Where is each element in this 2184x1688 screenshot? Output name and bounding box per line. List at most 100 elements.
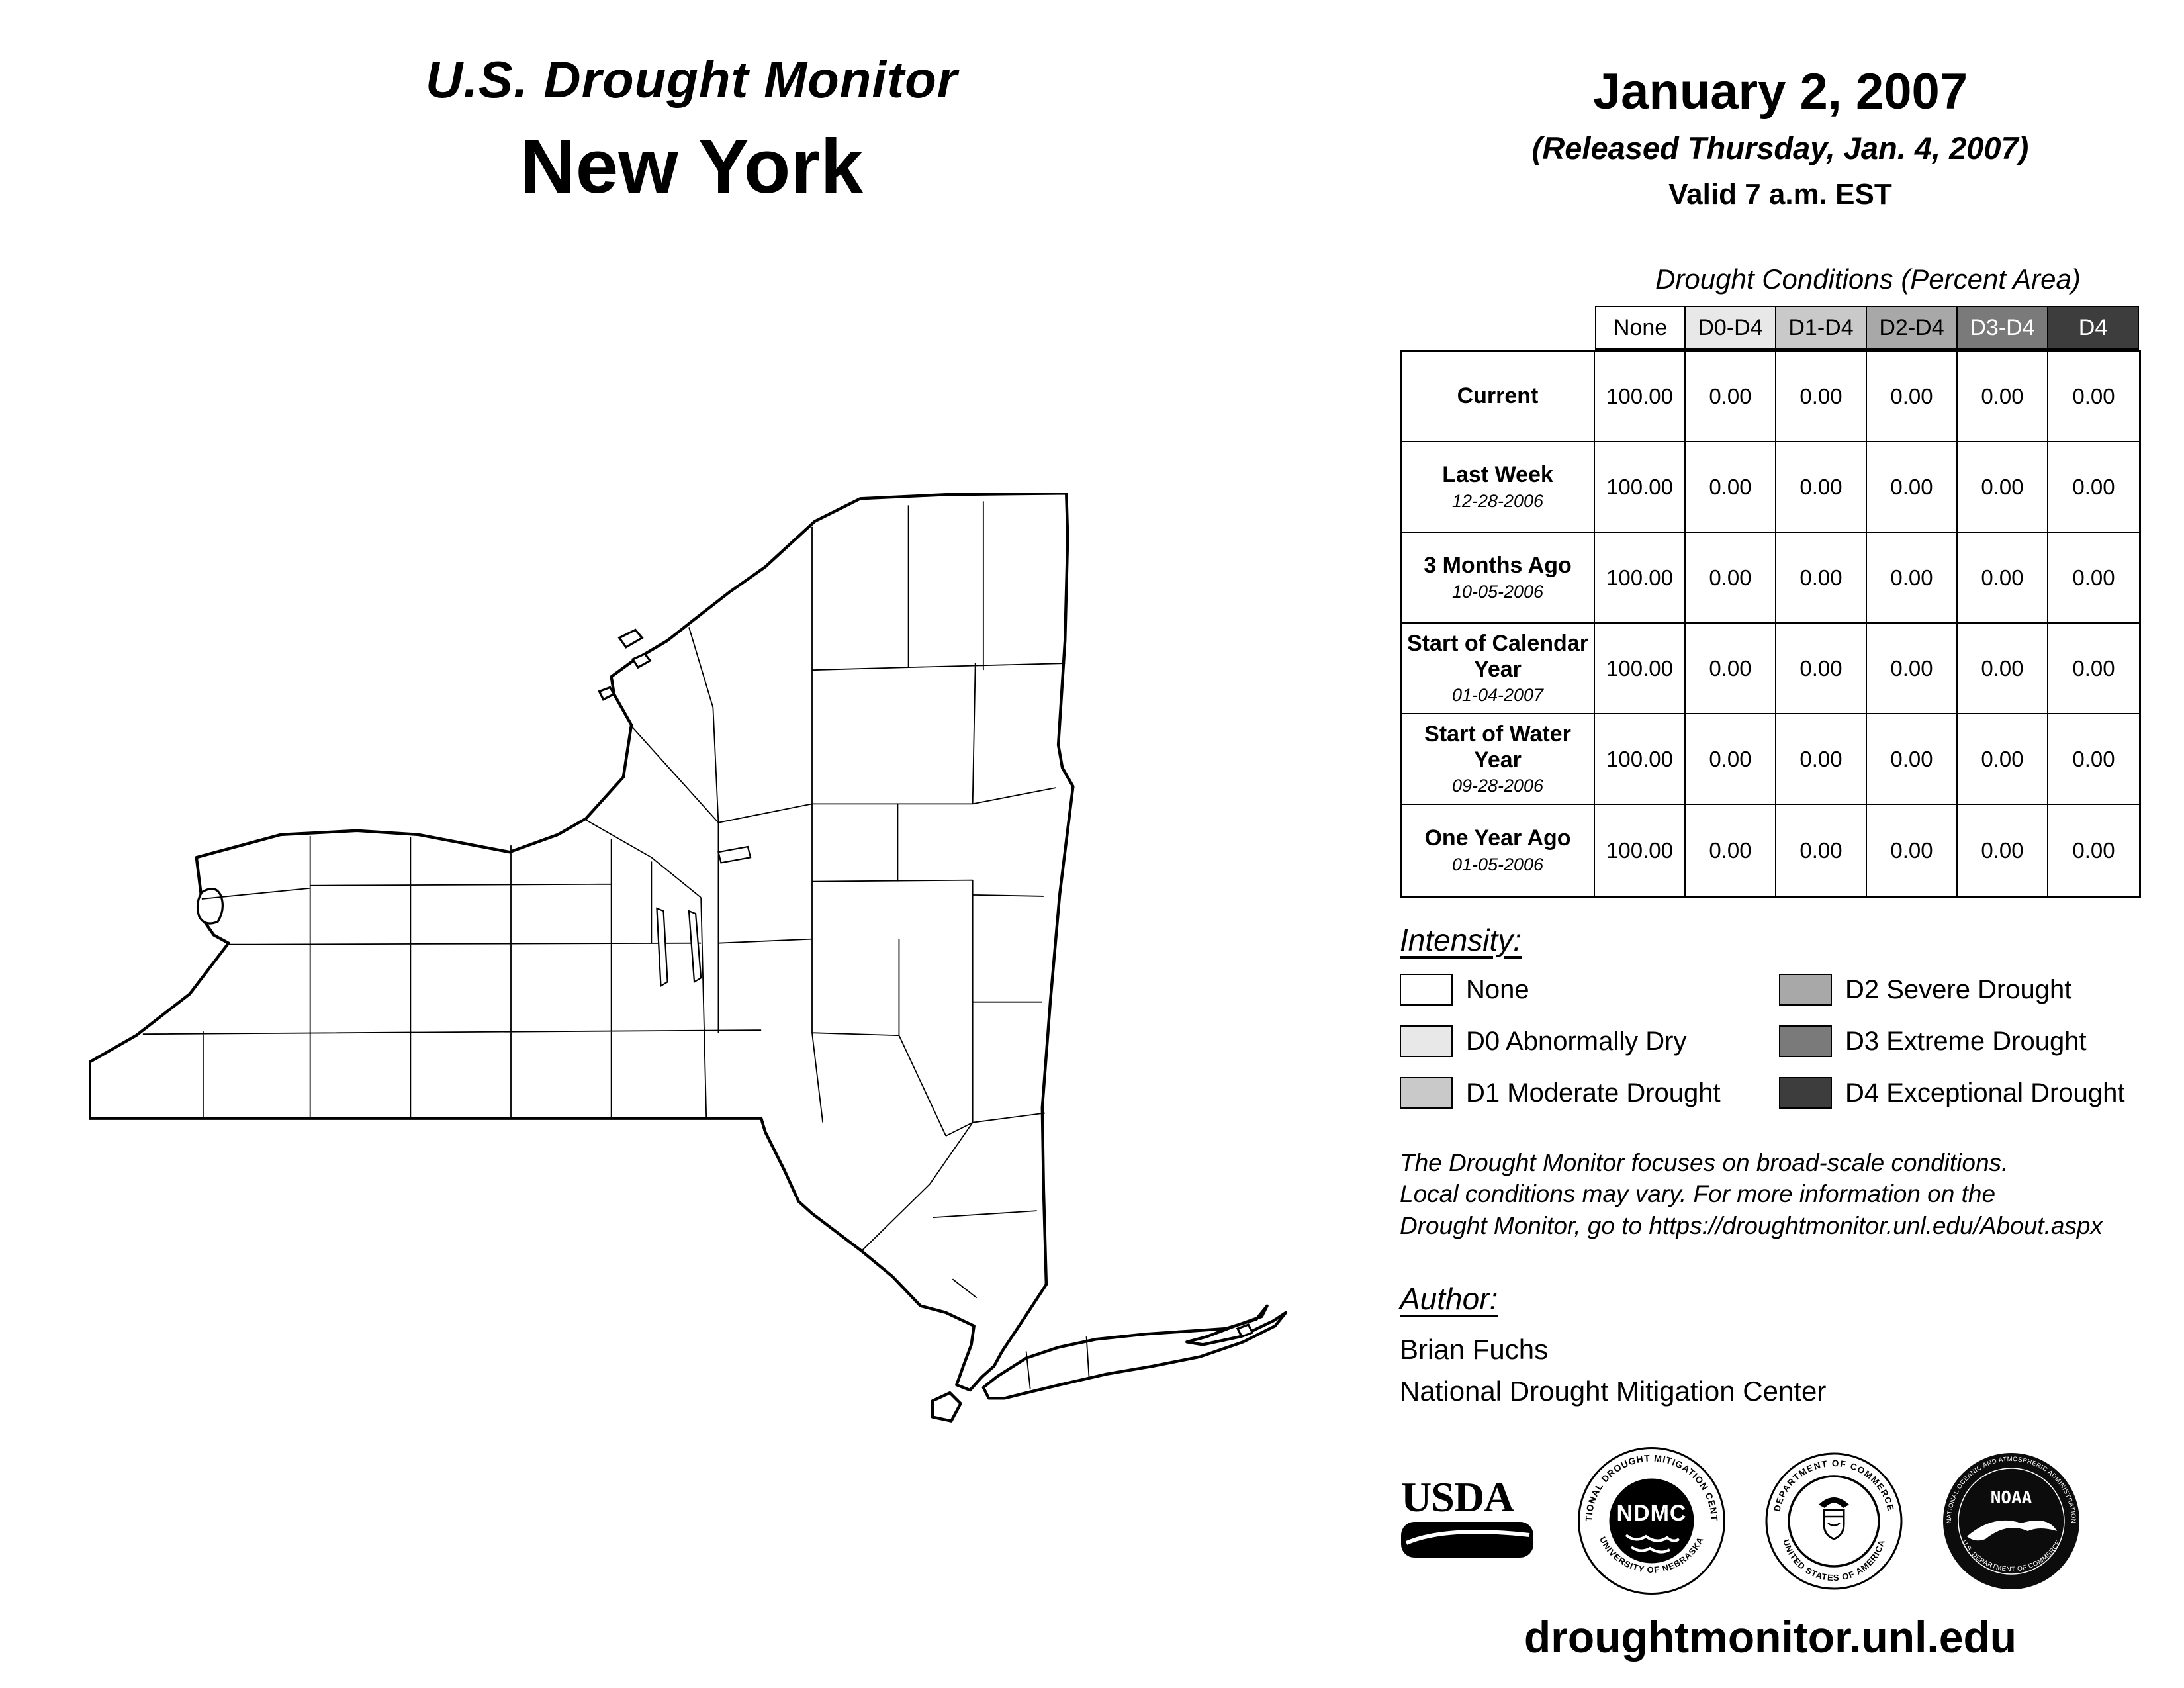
islands: [196, 628, 1254, 1338]
table-cell: 100.00: [1595, 442, 1686, 533]
row-label: Start of Water Year 09-28-2006: [1402, 714, 1595, 805]
legend-label: D2 Severe Drought: [1845, 974, 2072, 1004]
ndmc-waves: [1625, 1534, 1680, 1554]
column-header-d0-d4: D0-D4: [1686, 306, 1776, 350]
table-cell: 0.00: [2048, 714, 2139, 805]
table-cell: 0.00: [1867, 352, 1958, 442]
logo-row: USDA NATIONAL DROUGHT MITIGATION CENTER …: [1400, 1438, 2148, 1599]
row-date: 10-05-2006: [1451, 581, 1544, 602]
legend-label: D4 Exceptional Drought: [1845, 1078, 2125, 1107]
legend-swatch: [1400, 1025, 1453, 1057]
table-cell: 0.00: [1958, 805, 2048, 896]
legend-swatch: [1779, 1025, 1832, 1057]
legend-col-2: D2 Severe Drought D3 Extreme Drought D4 Ex…: [1779, 973, 2124, 1128]
report-title: U.S. Drought Monitor: [425, 50, 958, 109]
table-cell: 0.00: [1867, 533, 1958, 624]
table-row: 3 Months Ago 10-05-2006 100.00 0.00 0.00 0.00…: [1402, 533, 2139, 624]
row-date: 01-05-2006: [1451, 854, 1544, 874]
table-cell: 0.00: [2072, 837, 2115, 863]
legend-swatch: [1400, 974, 1453, 1006]
column-header-d4: D4: [2048, 306, 2139, 350]
intensity-heading: Intensity:: [1400, 923, 1522, 957]
table-cell: 0.00: [1776, 533, 1867, 624]
table-cell: 0.00: [1776, 624, 1867, 714]
table-cell: 0.00: [2048, 624, 2139, 714]
table-cell: 0.00: [1958, 624, 2048, 714]
legend-col-1: None D0 Abnormally Dry D1 Moderate Drought: [1400, 973, 1721, 1128]
usda-logo-svg: USDA: [1401, 1474, 1533, 1558]
table-cell: 100.00: [1595, 533, 1686, 624]
table-cell: 0.00: [1776, 442, 1867, 533]
valid-time: Valid 7 a.m. EST: [1668, 178, 1892, 211]
table-cell: 0.00: [1686, 714, 1776, 805]
table-cell: 0.00: [1686, 442, 1776, 533]
drought-table-header: None D0-D4 D1-D4 D2-D4 D3-D4 D4: [1595, 306, 2139, 350]
legend-swatch: [1779, 974, 1832, 1006]
legend-item: D0 Abnormally Dry: [1400, 1025, 1721, 1058]
drought-table-body: Current 100.00 0.00 0.00 0.00 0.00 0.00 Last We…: [1400, 350, 2141, 898]
legend-item: D2 Severe Drought: [1779, 973, 2124, 1006]
row-date: 12-28-2006: [1451, 491, 1544, 511]
usda-text: USDA: [1401, 1474, 1514, 1521]
legend-label: D0 Abnormally Dry: [1466, 1026, 1687, 1056]
footer-url: droughtmonitor.unl.edu: [1524, 1613, 2017, 1662]
table-cell: 0.00: [1958, 352, 2048, 442]
new-york-state-map: [87, 491, 1294, 1430]
table-row: Current 100.00 0.00 0.00 0.00 0.00 0.00: [1402, 352, 2139, 442]
table-cell: 0.00: [1867, 714, 1958, 805]
legend-item: D3 Extreme Drought: [1779, 1025, 2124, 1058]
row-date: 09-28-2006: [1451, 775, 1544, 796]
table-cell: 0.00: [1958, 714, 2048, 805]
table-cell: 0.00: [1776, 352, 1867, 442]
table-cell: 0.00: [1686, 624, 1776, 714]
doc-eagle: [1819, 1497, 1849, 1508]
state-outline: [87, 491, 1075, 1392]
legend-item: D1 Moderate Drought: [1400, 1076, 1721, 1109]
doc-shield-detail: [1824, 1515, 1844, 1526]
table-cell: 100.00: [1595, 714, 1686, 805]
ndmc-globe: [1609, 1478, 1694, 1564]
row-label: Current: [1402, 352, 1595, 442]
disclaimer-line-2: Local conditions may vary. For more info…: [1400, 1180, 1996, 1208]
noaa-text: NOAA: [1991, 1488, 2032, 1508]
table-cell: 0.00: [1686, 805, 1776, 896]
table-cell: 0.00: [2048, 352, 2139, 442]
ndmc-logo: NATIONAL DROUGHT MITIGATION CENTER UNIVE…: [1573, 1438, 1726, 1599]
table-cell: 0.00: [1867, 805, 1958, 896]
legend-swatch: [1400, 1077, 1453, 1109]
table-title: Drought Conditions (Percent Area): [1655, 263, 2081, 295]
table-cell: 0.00: [1686, 533, 1776, 624]
column-header-d1-d4: D1-D4: [1776, 306, 1867, 350]
disclaimer-text: The Drought Monitor focuses on broad-sca…: [1400, 1147, 2103, 1241]
table-cell: 0.00: [2048, 533, 2139, 624]
table-cell: 0.00: [2048, 442, 2139, 533]
noaa-logo-svg: NATIONAL OCEANIC AND ATMOSPHERIC ADMINIS…: [1943, 1452, 2079, 1589]
date-block: January 2, 2007 (Released Thursday, Jan.…: [1430, 63, 2131, 211]
row-label: One Year Ago 01-05-2006: [1402, 805, 1595, 896]
table-cell: 0.00: [1776, 714, 1867, 805]
long-island-outline: [981, 1304, 1288, 1400]
table-cell: 100.00: [1595, 352, 1686, 442]
legend-label: D3 Extreme Drought: [1845, 1026, 2087, 1056]
map-date: January 2, 2007: [1592, 64, 1968, 120]
column-header-none: None: [1595, 306, 1686, 350]
table-cell: 100.00: [1595, 805, 1686, 896]
table-cell: 0.00: [1686, 352, 1776, 442]
legend-swatch: [1779, 1077, 1832, 1109]
legend-item: D4 Exceptional Drought: [1779, 1076, 2124, 1109]
disclaimer-line-1: The Drought Monitor focuses on broad-sca…: [1400, 1149, 2009, 1176]
doc-seal-svg: DEPARTMENT OF COMMERCE UNITED STATES OF …: [1765, 1452, 1903, 1589]
table-row: Last Week 12-28-2006 100.00 0.00 0.00 0.00 0.0…: [1402, 442, 2139, 533]
column-header-d3-d4: D3-D4: [1958, 306, 2048, 350]
table-row: One Year Ago 01-05-2006 100.00 0.00 0.00 0.00…: [1402, 805, 2139, 896]
title-block: U.S. Drought Monitor New York: [165, 50, 1218, 211]
usda-logo: USDA: [1400, 1472, 1539, 1574]
row-label: Last Week 12-28-2006: [1402, 442, 1595, 533]
legend-label: None: [1466, 974, 1529, 1004]
author-heading: Author:: [1400, 1282, 1498, 1316]
author-name: Brian Fuchs: [1400, 1334, 1549, 1365]
table-cell: 0.00: [1776, 805, 1867, 896]
table-cell: 0.00: [1867, 624, 1958, 714]
row-label: 3 Months Ago 10-05-2006: [1402, 533, 1595, 624]
row-date: 01-04-2007: [1451, 684, 1544, 705]
